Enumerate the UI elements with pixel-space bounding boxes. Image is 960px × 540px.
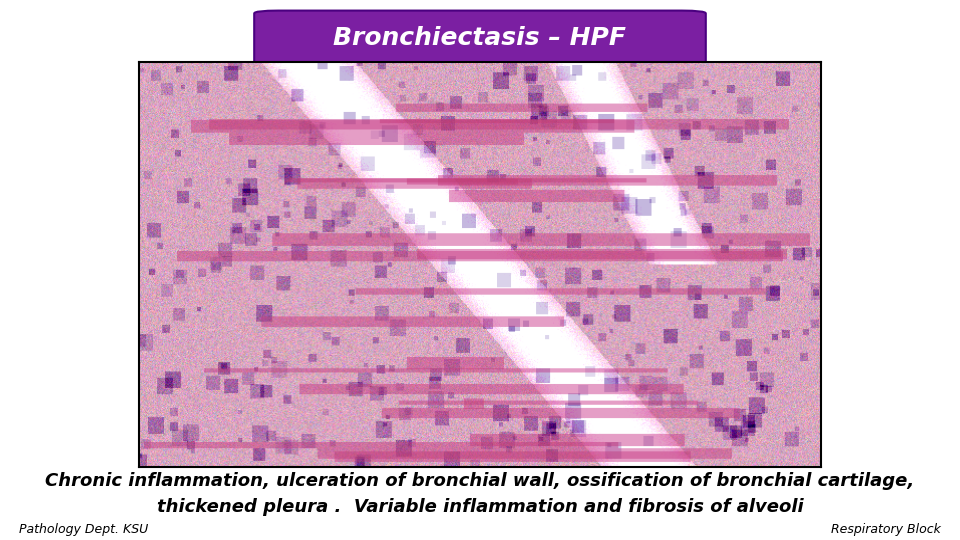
Text: Bronchiectasis – HPF: Bronchiectasis – HPF [333,26,627,50]
Text: thickened pleura .  Variable inflammation and fibrosis of alveoli: thickened pleura . Variable inflammation… [156,498,804,516]
Text: Pathology Dept. KSU: Pathology Dept. KSU [19,523,149,536]
Text: Chronic inflammation, ulceration of bronchial wall, ossification of bronchial ca: Chronic inflammation, ulceration of bron… [45,472,915,490]
Text: Respiratory Block: Respiratory Block [831,523,941,536]
FancyBboxPatch shape [254,11,706,65]
